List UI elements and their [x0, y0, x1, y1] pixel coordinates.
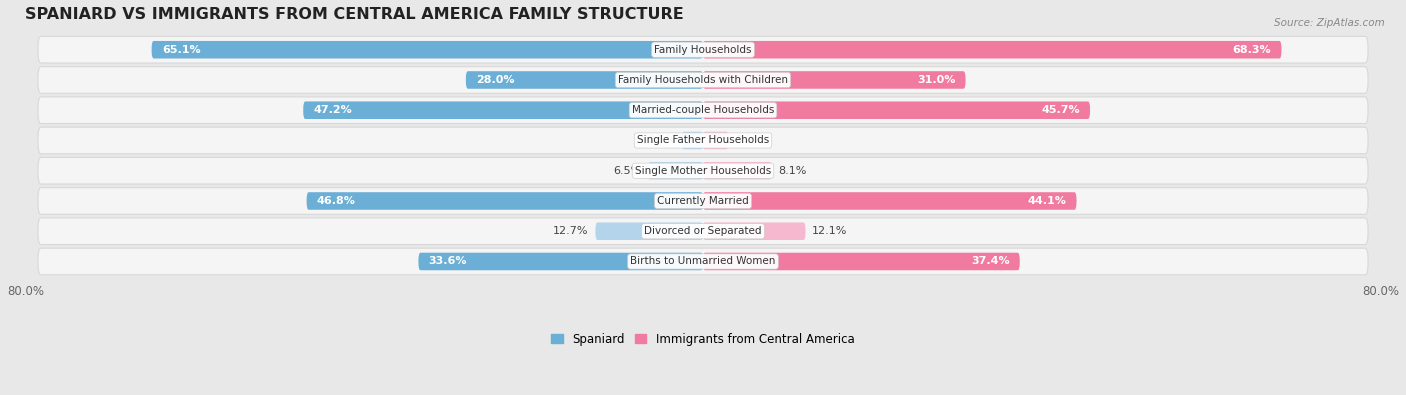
FancyBboxPatch shape — [703, 192, 1077, 210]
Text: 68.3%: 68.3% — [1233, 45, 1271, 55]
Text: 8.1%: 8.1% — [779, 166, 807, 176]
FancyBboxPatch shape — [703, 162, 772, 179]
Text: Family Households: Family Households — [654, 45, 752, 55]
Text: 45.7%: 45.7% — [1042, 105, 1080, 115]
FancyBboxPatch shape — [703, 222, 806, 240]
FancyBboxPatch shape — [419, 253, 703, 270]
FancyBboxPatch shape — [703, 102, 1090, 119]
Text: 37.4%: 37.4% — [972, 256, 1010, 267]
Text: 65.1%: 65.1% — [162, 45, 201, 55]
FancyBboxPatch shape — [648, 162, 703, 179]
FancyBboxPatch shape — [38, 36, 1368, 63]
Text: 33.6%: 33.6% — [429, 256, 467, 267]
FancyBboxPatch shape — [38, 248, 1368, 275]
Text: Single Mother Households: Single Mother Households — [636, 166, 770, 176]
Text: Single Father Households: Single Father Households — [637, 135, 769, 145]
FancyBboxPatch shape — [703, 71, 966, 89]
Text: 6.5%: 6.5% — [613, 166, 641, 176]
FancyBboxPatch shape — [595, 222, 703, 240]
FancyBboxPatch shape — [152, 41, 703, 58]
Text: 47.2%: 47.2% — [314, 105, 352, 115]
Legend: Spaniard, Immigrants from Central America: Spaniard, Immigrants from Central Americ… — [551, 333, 855, 346]
Text: Divorced or Separated: Divorced or Separated — [644, 226, 762, 236]
Text: 3.0%: 3.0% — [735, 135, 763, 145]
Text: Married-couple Households: Married-couple Households — [631, 105, 775, 115]
FancyBboxPatch shape — [304, 102, 703, 119]
Text: Source: ZipAtlas.com: Source: ZipAtlas.com — [1274, 18, 1385, 28]
Text: 31.0%: 31.0% — [917, 75, 956, 85]
Text: 28.0%: 28.0% — [477, 75, 515, 85]
FancyBboxPatch shape — [703, 132, 728, 149]
Text: 12.7%: 12.7% — [553, 226, 589, 236]
Text: 44.1%: 44.1% — [1028, 196, 1066, 206]
FancyBboxPatch shape — [465, 71, 703, 89]
Text: 12.1%: 12.1% — [813, 226, 848, 236]
FancyBboxPatch shape — [703, 41, 1281, 58]
Text: 46.8%: 46.8% — [316, 196, 356, 206]
FancyBboxPatch shape — [38, 97, 1368, 124]
FancyBboxPatch shape — [682, 132, 703, 149]
FancyBboxPatch shape — [307, 192, 703, 210]
FancyBboxPatch shape — [38, 158, 1368, 184]
Text: Currently Married: Currently Married — [657, 196, 749, 206]
FancyBboxPatch shape — [38, 127, 1368, 154]
Text: Family Households with Children: Family Households with Children — [619, 75, 787, 85]
FancyBboxPatch shape — [38, 188, 1368, 214]
FancyBboxPatch shape — [38, 218, 1368, 245]
Text: 2.5%: 2.5% — [647, 135, 675, 145]
Text: Births to Unmarried Women: Births to Unmarried Women — [630, 256, 776, 267]
FancyBboxPatch shape — [703, 253, 1019, 270]
FancyBboxPatch shape — [38, 67, 1368, 93]
Text: SPANIARD VS IMMIGRANTS FROM CENTRAL AMERICA FAMILY STRUCTURE: SPANIARD VS IMMIGRANTS FROM CENTRAL AMER… — [25, 7, 685, 22]
